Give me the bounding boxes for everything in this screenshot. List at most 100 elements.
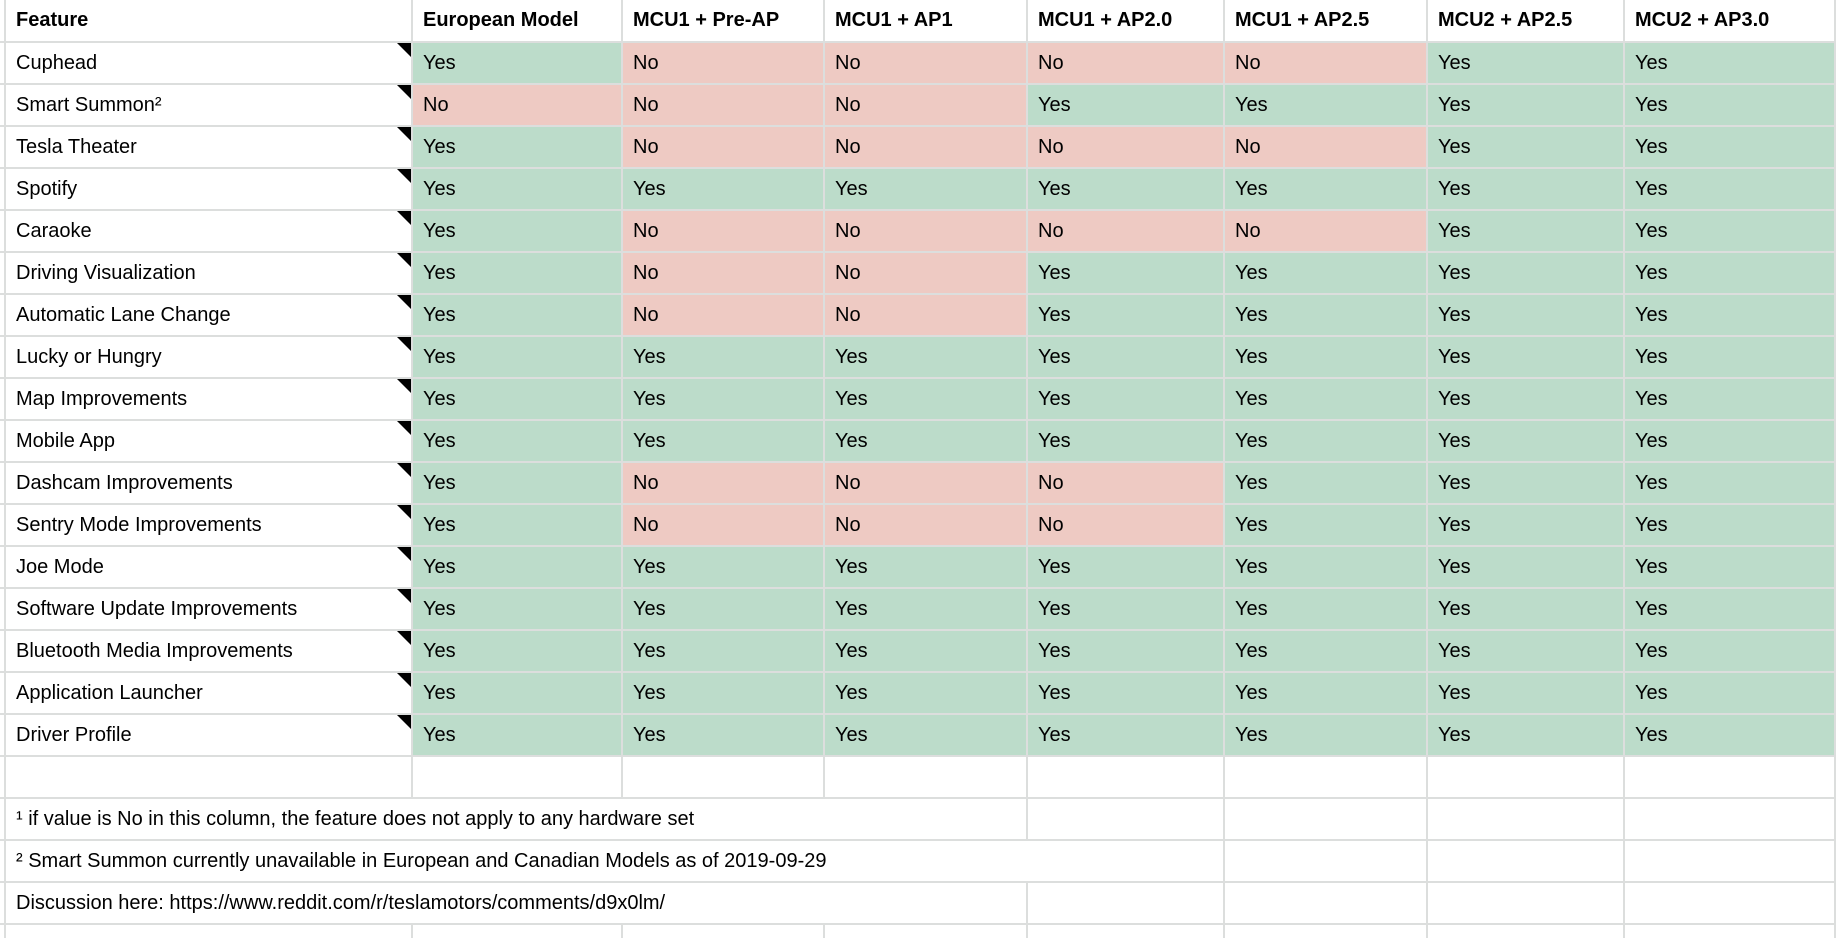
- feature-cell[interactable]: Tesla Theater: [6, 127, 413, 169]
- empty-cell[interactable]: [1028, 757, 1225, 799]
- feature-cell[interactable]: Application Launcher: [6, 673, 413, 715]
- value-cell[interactable]: No: [825, 211, 1028, 253]
- value-cell[interactable]: Yes: [413, 421, 623, 463]
- value-cell[interactable]: Yes: [413, 337, 623, 379]
- value-cell[interactable]: Yes: [825, 169, 1028, 211]
- value-cell[interactable]: Yes: [1225, 505, 1428, 547]
- discussion-link-cell[interactable]: Discussion here: https://www.reddit.com/…: [6, 883, 1028, 925]
- value-cell[interactable]: Yes: [1028, 169, 1225, 211]
- value-cell[interactable]: Yes: [1428, 673, 1625, 715]
- empty-cell[interactable]: [1225, 799, 1428, 841]
- value-cell[interactable]: No: [1028, 505, 1225, 547]
- value-cell[interactable]: Yes: [413, 295, 623, 337]
- value-cell[interactable]: No: [623, 85, 825, 127]
- value-cell[interactable]: Yes: [1028, 631, 1225, 673]
- value-cell[interactable]: Yes: [1625, 463, 1836, 505]
- value-cell[interactable]: Yes: [1428, 715, 1625, 757]
- feature-cell[interactable]: Map Improvements: [6, 379, 413, 421]
- value-cell[interactable]: Yes: [1225, 463, 1428, 505]
- value-cell[interactable]: Yes: [1625, 43, 1836, 85]
- feature-cell[interactable]: Dashcam Improvements: [6, 463, 413, 505]
- header-cell-mcu1-pre-ap[interactable]: MCU1 + Pre-AP: [623, 0, 825, 43]
- value-cell[interactable]: Yes: [1428, 337, 1625, 379]
- empty-cell[interactable]: [6, 925, 413, 938]
- value-cell[interactable]: No: [623, 43, 825, 85]
- value-cell[interactable]: Yes: [1428, 169, 1625, 211]
- value-cell[interactable]: Yes: [1225, 715, 1428, 757]
- value-cell[interactable]: No: [1028, 43, 1225, 85]
- empty-cell[interactable]: [413, 757, 623, 799]
- empty-cell[interactable]: [1428, 757, 1625, 799]
- value-cell[interactable]: Yes: [1225, 631, 1428, 673]
- value-cell[interactable]: Yes: [623, 337, 825, 379]
- empty-cell[interactable]: [1225, 841, 1428, 883]
- value-cell[interactable]: Yes: [1225, 337, 1428, 379]
- footnote-1-cell[interactable]: ¹ if value is No in this column, the fea…: [6, 799, 1028, 841]
- value-cell[interactable]: Yes: [1428, 127, 1625, 169]
- value-cell[interactable]: Yes: [1225, 169, 1428, 211]
- value-cell[interactable]: Yes: [1625, 85, 1836, 127]
- value-cell[interactable]: No: [623, 211, 825, 253]
- value-cell[interactable]: No: [825, 295, 1028, 337]
- feature-cell[interactable]: Mobile App: [6, 421, 413, 463]
- empty-cell[interactable]: [413, 925, 623, 938]
- feature-cell[interactable]: Joe Mode: [6, 547, 413, 589]
- value-cell[interactable]: Yes: [1428, 589, 1625, 631]
- feature-cell[interactable]: Sentry Mode Improvements: [6, 505, 413, 547]
- value-cell[interactable]: Yes: [413, 463, 623, 505]
- feature-cell[interactable]: Bluetooth Media Improvements: [6, 631, 413, 673]
- value-cell[interactable]: Yes: [1625, 505, 1836, 547]
- empty-cell[interactable]: [1028, 883, 1225, 925]
- value-cell[interactable]: Yes: [413, 127, 623, 169]
- value-cell[interactable]: Yes: [1428, 295, 1625, 337]
- value-cell[interactable]: Yes: [1428, 505, 1625, 547]
- header-cell-mcu1-ap20[interactable]: MCU1 + AP2.0: [1028, 0, 1225, 43]
- feature-cell[interactable]: Automatic Lane Change: [6, 295, 413, 337]
- value-cell[interactable]: Yes: [1028, 295, 1225, 337]
- value-cell[interactable]: No: [623, 127, 825, 169]
- feature-cell[interactable]: Software Update Improvements: [6, 589, 413, 631]
- value-cell[interactable]: Yes: [1428, 631, 1625, 673]
- value-cell[interactable]: Yes: [1625, 421, 1836, 463]
- header-cell-mcu2-ap25[interactable]: MCU2 + AP2.5: [1428, 0, 1625, 43]
- value-cell[interactable]: Yes: [413, 505, 623, 547]
- value-cell[interactable]: Yes: [825, 547, 1028, 589]
- value-cell[interactable]: Yes: [413, 43, 623, 85]
- value-cell[interactable]: Yes: [1625, 547, 1836, 589]
- value-cell[interactable]: Yes: [623, 379, 825, 421]
- header-cell-mcu1-ap1[interactable]: MCU1 + AP1: [825, 0, 1028, 43]
- value-cell[interactable]: Yes: [825, 589, 1028, 631]
- value-cell[interactable]: Yes: [1625, 631, 1836, 673]
- value-cell[interactable]: No: [825, 463, 1028, 505]
- value-cell[interactable]: Yes: [1428, 463, 1625, 505]
- value-cell[interactable]: Yes: [1428, 253, 1625, 295]
- value-cell[interactable]: Yes: [623, 169, 825, 211]
- empty-cell[interactable]: [825, 757, 1028, 799]
- empty-cell[interactable]: [1428, 883, 1625, 925]
- value-cell[interactable]: Yes: [623, 421, 825, 463]
- value-cell[interactable]: Yes: [825, 421, 1028, 463]
- value-cell[interactable]: No: [825, 127, 1028, 169]
- value-cell[interactable]: Yes: [413, 169, 623, 211]
- value-cell[interactable]: No: [825, 85, 1028, 127]
- empty-cell[interactable]: [1225, 757, 1428, 799]
- value-cell[interactable]: No: [825, 43, 1028, 85]
- value-cell[interactable]: Yes: [413, 211, 623, 253]
- value-cell[interactable]: Yes: [1428, 379, 1625, 421]
- value-cell[interactable]: Yes: [413, 715, 623, 757]
- empty-cell[interactable]: [1225, 925, 1428, 938]
- value-cell[interactable]: Yes: [825, 631, 1028, 673]
- empty-cell[interactable]: [1625, 799, 1836, 841]
- value-cell[interactable]: Yes: [825, 715, 1028, 757]
- value-cell[interactable]: Yes: [825, 379, 1028, 421]
- feature-cell[interactable]: Cuphead: [6, 43, 413, 85]
- empty-cell[interactable]: [825, 925, 1028, 938]
- empty-cell[interactable]: [1625, 757, 1836, 799]
- value-cell[interactable]: Yes: [1028, 715, 1225, 757]
- empty-cell[interactable]: [1028, 799, 1225, 841]
- empty-cell[interactable]: [623, 757, 825, 799]
- value-cell[interactable]: Yes: [623, 673, 825, 715]
- value-cell[interactable]: Yes: [1625, 337, 1836, 379]
- value-cell[interactable]: Yes: [1428, 211, 1625, 253]
- header-cell-mcu2-ap30[interactable]: MCU2 + AP3.0: [1625, 0, 1836, 43]
